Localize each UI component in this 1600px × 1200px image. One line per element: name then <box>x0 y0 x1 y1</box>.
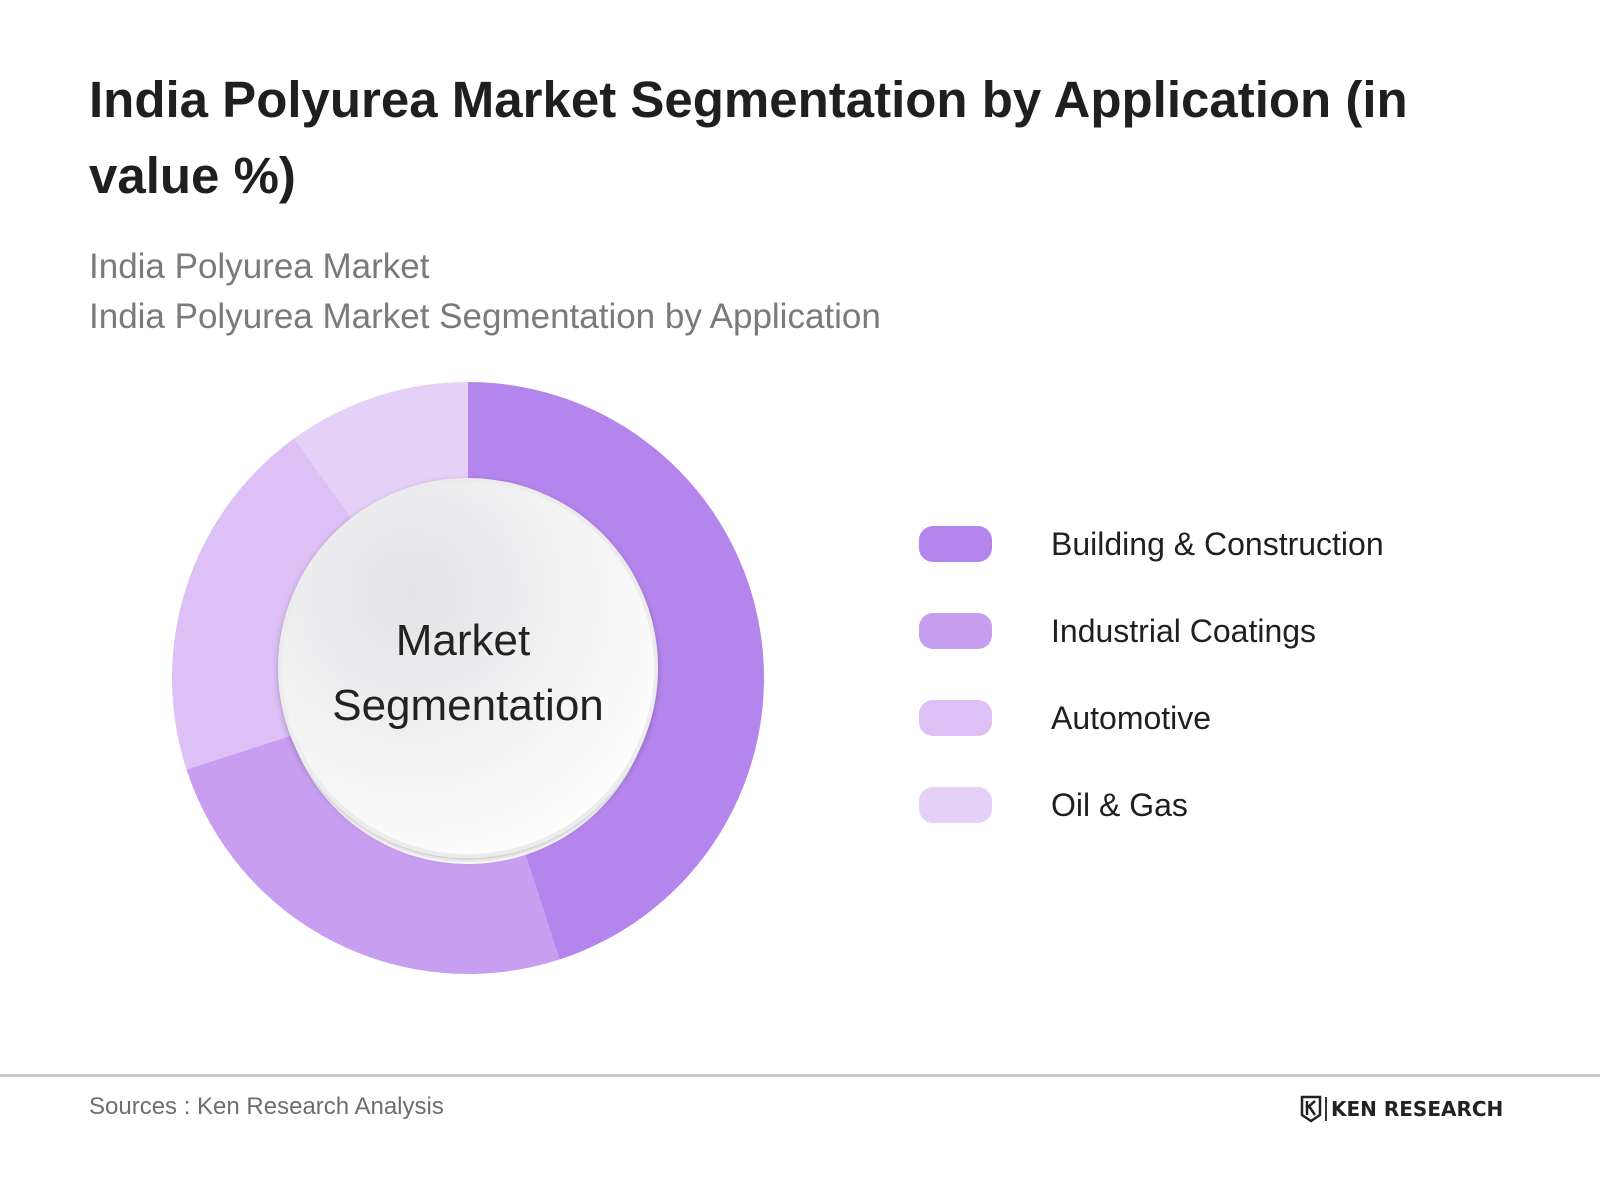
legend-swatch <box>919 526 992 562</box>
legend-swatch <box>919 700 992 736</box>
legend-label: Industrial Coatings <box>1051 613 1317 649</box>
legend-label: Building & Construction <box>1051 526 1384 562</box>
subtitle-line-2: India Polyurea Market Segmentation by Ap… <box>89 297 881 336</box>
center-label-line-2: Segmentation <box>332 681 604 730</box>
chart-title: India Polyurea Market Segmentation by Ap… <box>89 71 1408 204</box>
legend-swatch <box>919 613 992 649</box>
donut-slice-building-construction <box>468 382 765 960</box>
footer-divider <box>0 1074 1600 1077</box>
ken-research-logo-icon <box>1300 1095 1322 1123</box>
ken-research-logo: KEN RESEARCH <box>1300 1094 1503 1124</box>
subtitle-line-1: India Polyurea Market <box>89 247 430 286</box>
legend-label: Automotive <box>1051 700 1212 736</box>
legend-swatch <box>919 787 992 823</box>
legend-label: Oil & Gas <box>1051 787 1188 823</box>
center-label-line-1: Market <box>396 616 530 665</box>
logo-text: KEN RESEARCH <box>1331 1097 1504 1121</box>
donut-slice-industrial-coatings <box>186 735 560 975</box>
source-note: Sources : Ken Research Analysis <box>89 1093 444 1120</box>
donut-center <box>278 478 658 858</box>
logo-separator <box>1325 1097 1327 1121</box>
chart-subtitle: India Polyurea Market India Polyurea Mar… <box>89 242 881 342</box>
donut-slice-automotive <box>172 438 359 770</box>
